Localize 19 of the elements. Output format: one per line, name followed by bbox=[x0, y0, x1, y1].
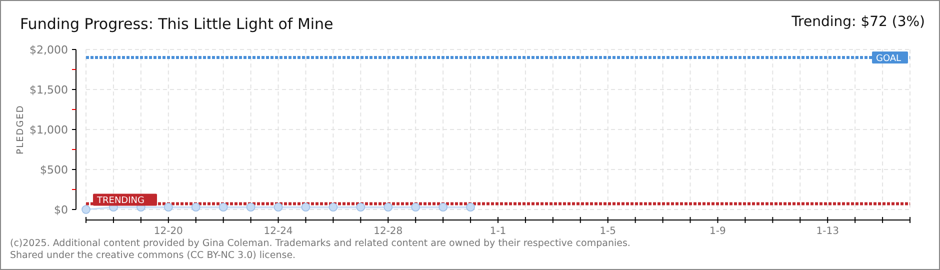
y-tick-label: $1,000 bbox=[30, 124, 68, 136]
text: Shared under the creative commons (CC BY-NC 3.0) license. bbox=[10, 250, 296, 261]
ref-line-label: GOAL bbox=[876, 54, 902, 64]
x-tick-label: 12-28 bbox=[374, 226, 403, 237]
y-tick-label: $0 bbox=[54, 204, 68, 216]
ref-line-label: TRENDING bbox=[96, 196, 144, 206]
x-tick-label: 1-5 bbox=[600, 226, 616, 237]
y-tick-label: $1,500 bbox=[30, 84, 68, 96]
text: (c)2025. Additional content provided by Gina Coleman. Trademarks and related content are owned by their respective companies. bbox=[10, 238, 630, 249]
chart-subtitle: Trending: $72 (3%) bbox=[790, 14, 925, 30]
y-axis-title: PLEDGED bbox=[16, 104, 26, 154]
y-tick-label: $2,000 bbox=[30, 44, 68, 56]
x-tick-label: 12-20 bbox=[154, 226, 183, 237]
x-tick-label: 1-9 bbox=[710, 226, 726, 237]
y-tick-label: $500 bbox=[40, 164, 68, 176]
x-tick-label: 1-13 bbox=[816, 226, 839, 237]
x-tick-label: 12-24 bbox=[264, 226, 293, 237]
x-tick-label: 1-1 bbox=[490, 226, 506, 237]
chart-title: Funding Progress: This Little Light of Mine bbox=[20, 15, 334, 33]
